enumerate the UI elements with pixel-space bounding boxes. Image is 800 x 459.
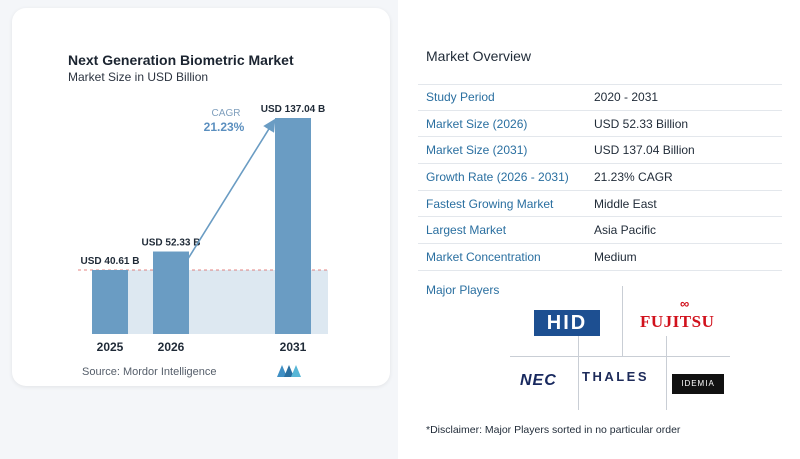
cagr-value: 21.23% [204,120,245,134]
fujitsu-infinity-icon: ∞ [680,296,690,311]
overview-panel [398,0,800,459]
overview-value: USD 137.04 Billion [594,143,695,158]
nec-logo: NEC [520,372,557,389]
overview-label: Market Size (2026) [426,116,528,131]
thales-logo: THALES [582,369,649,384]
overview-label: Study Period [426,90,495,105]
data-label: USD 52.33 B [142,238,201,249]
data-label: USD 40.61 B [81,256,140,267]
overview-value: Middle East [594,196,657,211]
overview-value: USD 52.33 Billion [594,116,689,131]
source-text: Source: Mordor Intelligence [82,366,217,378]
overview-title: Market Overview [426,48,532,64]
fujitsu-logo: FUJITSU [640,312,715,331]
grid-divider [622,286,623,356]
disclaimer: *Disclaimer: Major Players sorted in no … [426,424,681,436]
major-players-title: Major Players [426,283,500,297]
overview-row: Growth Rate (2026 - 2031) 21.23% CAGR [418,164,782,191]
bar-chart: USD 40.61 B 2025 USD 52.33 B 2026 USD 137.04… [78,104,330,354]
bar-2026 [153,251,189,334]
overview-row: Fastest Growing Market Middle East [418,191,782,218]
overview-value: Medium [594,249,637,264]
overview-label: Market Concentration [426,249,541,264]
mordor-intelligence-logo [277,365,301,377]
bar-2031 [275,118,311,334]
x-tick-label: 2031 [280,340,307,354]
cagr-label: CAGR [212,108,241,119]
data-label: USD 137.04 B [261,104,325,115]
overview-row: Market Size (2026) USD 52.33 Billion [418,111,782,138]
overview-row: Study Period 2020 - 2031 [418,84,782,111]
overview-label: Market Size (2031) [426,143,528,158]
idemia-logo: IDEMIA [672,374,724,394]
overview-value: 2020 - 2031 [594,90,659,105]
cagr-arrow [185,118,276,263]
x-tick-label: 2025 [97,340,124,354]
grid-divider [510,356,730,357]
overview-label: Growth Rate (2026 - 2031) [426,169,569,184]
hid-logo: HID [534,310,600,336]
bar-2025 [92,269,128,334]
overview-value: Asia Pacific [594,223,657,238]
overview-label: Largest Market [426,223,507,238]
overview-row: Largest Market Asia Pacific [418,217,782,245]
chart-subtitle: Market Size in USD Billion [68,70,209,84]
chart-title: Next Generation Biometric Market [68,52,294,68]
players-logo-grid: HID ∞ FUJITSU NEC THALES IDEMIA [510,286,730,410]
grid-divider [666,336,667,410]
grid-divider [578,336,579,410]
overview-value: 21.23% CAGR [594,169,673,184]
overview-table: Study Period 2020 - 2031 Market Size (20… [418,84,782,271]
overview-label: Fastest Growing Market [426,196,554,211]
overview-row: Market Concentration Medium [418,244,782,271]
x-tick-label: 2026 [158,340,185,354]
overview-row: Market Size (2031) USD 137.04 Billion [418,137,782,165]
